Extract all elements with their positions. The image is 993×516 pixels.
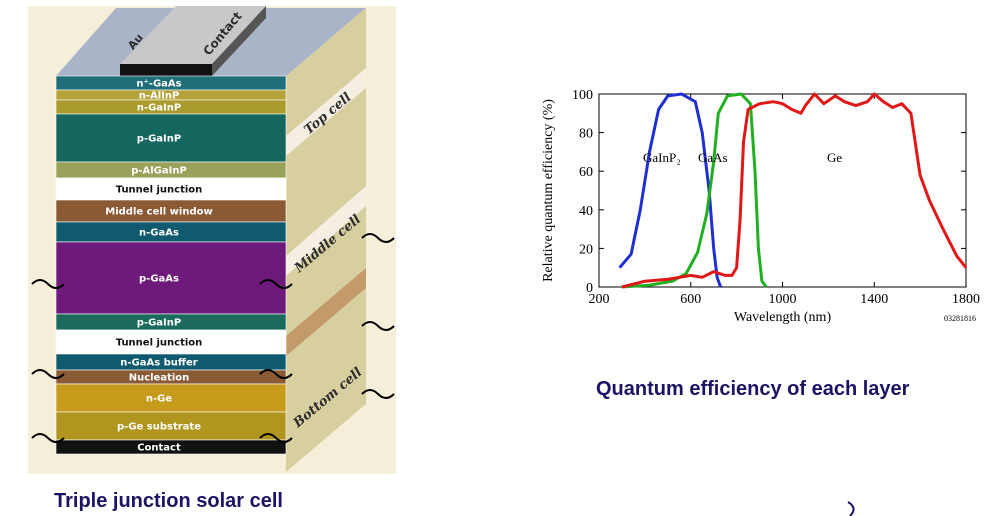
layer-band bbox=[55, 439, 287, 455]
break-mark bbox=[259, 369, 293, 379]
layer-band bbox=[55, 411, 287, 441]
layer-label: Tunnel junction bbox=[116, 185, 203, 196]
series-label: Ge bbox=[827, 150, 842, 165]
series-label: GaAs bbox=[698, 150, 728, 165]
y-axis-label: Relative quantum efficiency (%) bbox=[541, 99, 556, 282]
top-contact-bar bbox=[120, 6, 266, 64]
layer-label: Middle cell window bbox=[105, 207, 213, 218]
layer-band bbox=[55, 241, 287, 315]
solar-cell-diagram: Au Contact n⁺-GaAs n-AlInP n-GaInP p-GaInP p… bbox=[28, 6, 396, 474]
quantum-efficiency-chart: 200 600 1000 1400 1800 0 20 40 60 80 100 Wavelength… bbox=[541, 88, 980, 325]
series-label: GaInP₂ bbox=[643, 150, 681, 165]
layer-band bbox=[55, 113, 287, 163]
layer-label: p-Ge substrate bbox=[117, 422, 201, 433]
break-mark bbox=[31, 433, 65, 443]
layer-label: p-GaInP bbox=[137, 134, 181, 145]
layer-label: n⁺-GaAs bbox=[136, 79, 181, 90]
side-tunnel-top bbox=[286, 68, 366, 156]
layer-band bbox=[55, 383, 287, 413]
qe-caption: Quantum efficiency of each layer bbox=[596, 378, 910, 400]
y-tick-label: 80 bbox=[579, 127, 593, 142]
layer-label: n-GaInP bbox=[137, 103, 181, 114]
top-contact-side bbox=[212, 6, 266, 76]
break-mark bbox=[361, 321, 395, 331]
layer-label: Tunnel junction bbox=[116, 338, 203, 349]
y-tick-label: 40 bbox=[579, 204, 593, 219]
break-mark bbox=[259, 433, 293, 443]
layer-label: p-GaInP bbox=[137, 318, 181, 329]
x-tick-label: 1000 bbox=[769, 292, 797, 307]
layer-band bbox=[55, 329, 287, 355]
layer-label: Contact bbox=[137, 443, 181, 454]
solar-cell-caption: Triple junction solar cell bbox=[54, 490, 283, 512]
series-line bbox=[621, 92, 968, 289]
decorative-arc-icon bbox=[847, 501, 855, 516]
side-nucleation bbox=[286, 268, 366, 356]
series-line bbox=[618, 92, 723, 288]
y-tick-label: 60 bbox=[579, 165, 593, 180]
break-mark bbox=[31, 279, 65, 289]
side-tunnel-upper bbox=[286, 186, 366, 276]
y-tick-label: 0 bbox=[586, 281, 593, 296]
break-mark bbox=[31, 369, 65, 379]
x-tick-label: 200 bbox=[589, 292, 610, 307]
x-tick-label: 1400 bbox=[860, 292, 888, 307]
layer-label: Nucleation bbox=[129, 373, 190, 384]
layer-label: p-AlGaInP bbox=[131, 166, 187, 177]
x-tick-label: 600 bbox=[680, 292, 701, 307]
layer-label: n-GaAs buffer bbox=[120, 358, 198, 369]
layer-label: n-AlInP bbox=[139, 91, 180, 102]
figure-code: 03281816 bbox=[944, 314, 976, 323]
x-axis-label: Wavelength (nm) bbox=[734, 310, 832, 325]
top-contact-front bbox=[120, 64, 212, 76]
break-mark bbox=[361, 233, 395, 243]
layer-label: n-GaAs bbox=[139, 228, 179, 239]
layer-label: n-Ge bbox=[146, 394, 172, 405]
layer-label: p-GaAs bbox=[139, 274, 179, 285]
y-tick-label: 20 bbox=[579, 242, 593, 257]
break-mark bbox=[259, 279, 293, 289]
break-mark bbox=[361, 389, 395, 399]
x-tick-label: 1800 bbox=[952, 292, 980, 307]
break-marks bbox=[31, 233, 395, 443]
solar-cell-stack: Au Contact n⁺-GaAsn-AlInPn-GaInPp-GaInPp… bbox=[31, 6, 395, 472]
y-tick-label: 100 bbox=[572, 88, 593, 103]
